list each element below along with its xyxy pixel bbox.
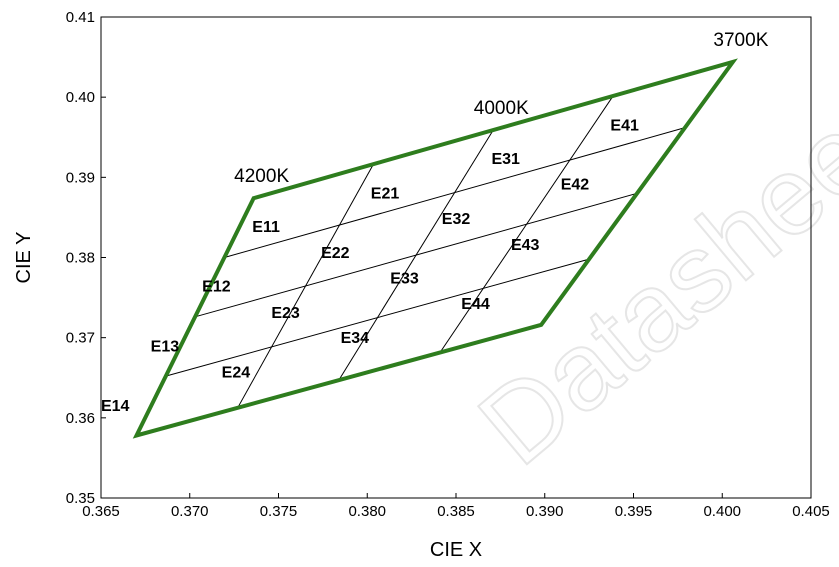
bin-label-e44: E44 — [461, 296, 490, 313]
y-tick-label: 0.35 — [66, 490, 95, 507]
bin-label-e24: E24 — [222, 364, 251, 381]
bin-label-e12: E12 — [202, 279, 231, 296]
bin-label-e43: E43 — [511, 237, 540, 254]
x-tick-label: 0.380 — [348, 503, 386, 520]
y-tick-label: 0.40 — [66, 89, 95, 106]
x-tick-label: 0.405 — [792, 503, 830, 520]
y-axis-title: CIE Y — [13, 232, 35, 284]
cct-label: 4200K — [234, 166, 289, 187]
bin-label-e34: E34 — [341, 330, 370, 347]
bin-label-e22: E22 — [321, 245, 350, 262]
x-tick-label: 0.390 — [526, 503, 564, 520]
bin-label-e42: E42 — [561, 177, 590, 194]
cct-label: 4000K — [474, 98, 529, 119]
y-tick-label: 0.38 — [66, 250, 95, 267]
bin-label-e23: E23 — [271, 305, 300, 322]
x-tick-label: 0.385 — [437, 503, 475, 520]
bin-label-e13: E13 — [151, 339, 180, 356]
x-tick-label: 0.395 — [615, 503, 653, 520]
bin-outline — [132, 58, 738, 439]
bin-label-e31: E31 — [491, 151, 520, 168]
y-tick-label: 0.37 — [66, 330, 95, 347]
bin-label-e11: E11 — [252, 219, 280, 236]
bin-divider-vertical — [439, 95, 614, 353]
bin-label-e33: E33 — [390, 271, 419, 288]
y-tick-label: 0.41 — [66, 9, 95, 26]
cct-label: 3700K — [713, 30, 768, 51]
x-tick-label: 0.375 — [260, 503, 298, 520]
x-tick-label: 0.370 — [171, 503, 209, 520]
y-tick-label: 0.39 — [66, 169, 95, 186]
bin-label-e41: E41 — [610, 117, 639, 134]
y-tick-label: 0.36 — [66, 410, 95, 427]
x-axis-title: CIE X — [430, 539, 482, 561]
x-tick-label: 0.400 — [703, 503, 741, 520]
bin-divider-vertical — [338, 129, 494, 381]
bin-label-e21: E21 — [371, 186, 400, 203]
bin-label-e14: E14 — [101, 398, 130, 415]
x-tick-label: 0.365 — [82, 503, 120, 520]
bin-divider-horizontal — [165, 258, 590, 377]
bin-label-e32: E32 — [442, 211, 471, 228]
